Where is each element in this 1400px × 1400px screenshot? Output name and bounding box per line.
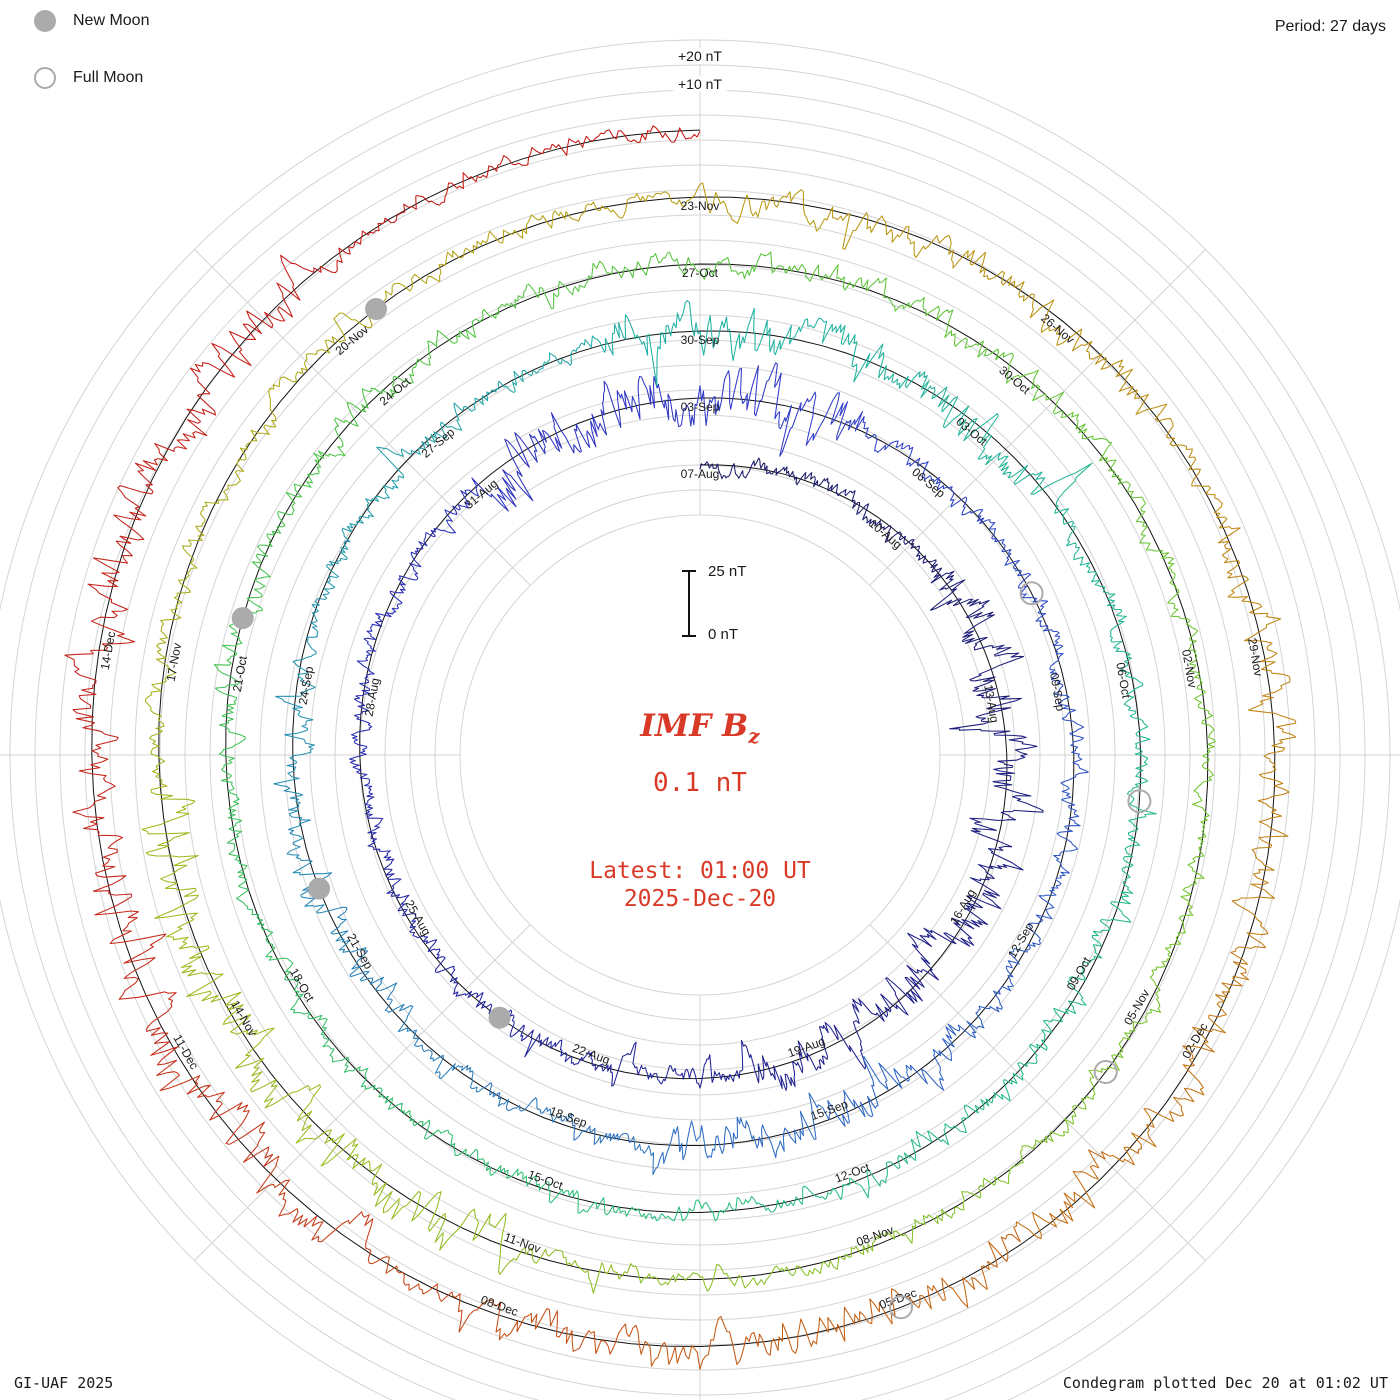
- moon-legend: New Moon Full Moon: [34, 10, 149, 124]
- chart-title: IMF Bz: [0, 708, 1400, 748]
- new-moon-marker: [231, 607, 254, 630]
- amplitude-scale-bar: [682, 570, 696, 637]
- scale-bar-stem: [688, 572, 690, 635]
- legend-row-new-moon: New Moon: [34, 10, 149, 32]
- chart-title-text: IMF B: [640, 708, 749, 744]
- scale-bottom-label: 0 nT: [708, 626, 739, 643]
- new-moon-label: New Moon: [73, 12, 150, 29]
- date-label: 09-Oct: [1064, 954, 1094, 993]
- date-label: 14-Dec: [98, 630, 119, 671]
- full-moon-icon: [34, 67, 56, 89]
- new-moon-marker: [308, 877, 331, 900]
- moon-markers: [231, 298, 1152, 1320]
- scale-bar-top-cap: [682, 570, 696, 572]
- new-moon-icon: [34, 10, 56, 32]
- date-label: 06-Oct: [1113, 661, 1133, 700]
- date-label: 13-Aug: [981, 683, 1002, 724]
- date-label: 23-Nov: [681, 199, 720, 213]
- date-label: 03-Sep: [681, 400, 720, 414]
- date-label: 09-Sep: [1047, 672, 1068, 713]
- date-label: 27-Oct: [682, 266, 719, 280]
- baseline-spiral: [91, 129, 1276, 1348]
- chart-title-subscript: z: [748, 724, 760, 749]
- date-label: 28-Aug: [362, 677, 383, 718]
- date-label: 30-Oct: [996, 363, 1033, 397]
- date-label: 02-Nov: [1179, 648, 1200, 689]
- date-label: 30-Sep: [681, 333, 720, 347]
- date-label: 12-Sep: [1005, 920, 1037, 961]
- new-moon-marker: [488, 1006, 511, 1029]
- date-label: 29-Nov: [1245, 637, 1266, 678]
- latest-time-label: Latest: 01:00 UT: [589, 858, 811, 884]
- credit-label: GI-UAF 2025: [14, 1374, 114, 1392]
- ref-plus20-label: +20 nT: [673, 48, 727, 64]
- bz-trace: [64, 125, 1297, 1370]
- date-label: 24-Sep: [296, 665, 317, 706]
- date-label: 07-Aug: [681, 467, 720, 481]
- period-label: Period: 27 days: [1274, 18, 1386, 35]
- date-label: 05-Nov: [1121, 987, 1152, 1028]
- new-moon-marker: [365, 298, 387, 320]
- date-label: 12-Oct: [833, 1160, 872, 1186]
- date-label: 02-Dec: [1179, 1020, 1210, 1061]
- date-label: 21-Oct: [230, 654, 250, 693]
- scale-top-label: 25 nT: [708, 563, 747, 580]
- full-moon-label: Full Moon: [73, 69, 144, 86]
- ref-plus10-label: +10 nT: [673, 76, 727, 92]
- full-moon-marker: [1127, 789, 1152, 814]
- full-moon-marker: [1019, 581, 1044, 606]
- latest-date-label: 2025-Dec-20: [623, 886, 777, 912]
- plotted-timestamp-label: Condegram plotted Dec 20 at 01:02 UT: [1062, 1374, 1388, 1392]
- full-moon-marker: [1093, 1060, 1118, 1084]
- scale-bar-bottom-cap: [682, 635, 696, 637]
- date-label: 17-Nov: [164, 642, 185, 683]
- full-moon-marker: [889, 1295, 913, 1320]
- legend-row-full-moon: Full Moon: [34, 67, 149, 89]
- latest-value: 0.1 nT: [653, 768, 747, 798]
